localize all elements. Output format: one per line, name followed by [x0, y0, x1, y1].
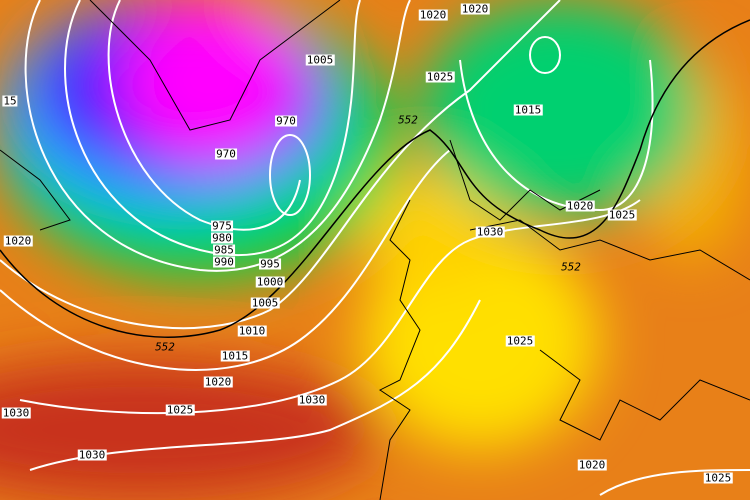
isobar-label: 1000 [255, 275, 285, 289]
isobar-label: 1025 [607, 208, 637, 222]
isobar-label: 1005 [305, 53, 335, 67]
isobar-label: 1025 [425, 70, 455, 84]
height-label: 552 [398, 113, 418, 127]
isobar-label: 1020 [460, 2, 490, 16]
isobar-label: 1025 [165, 403, 195, 417]
isobar-label: 1020 [203, 375, 233, 389]
isobar-label: 985 [213, 243, 235, 257]
isobar-label: 1020 [3, 234, 33, 248]
isobar-label: 1030 [475, 225, 505, 239]
isobar-label: 1015 [220, 349, 250, 363]
isobar-label: 1010 [237, 324, 267, 338]
isobar-label: 1020 [577, 458, 607, 472]
isobar-label: 1005 [250, 296, 280, 310]
isobar-label: 1025 [505, 334, 535, 348]
isobar-label: 1015 [513, 103, 543, 117]
isobar-label: 990 [213, 255, 235, 269]
height-label: 552 [561, 260, 581, 274]
isobar-label: 1020 [418, 8, 448, 22]
isobar-label: 1030 [297, 393, 327, 407]
isobar-label: 1030 [1, 406, 31, 420]
isobar-label: 970 [275, 114, 297, 128]
isobar-label: 1030 [77, 448, 107, 462]
isobar-label: 1020 [565, 199, 595, 213]
height-label: 552 [155, 340, 175, 354]
552-height-contour [0, 19, 750, 338]
isobar-label: 995 [259, 257, 281, 271]
isobar-label: 970 [215, 147, 237, 161]
isobar-label: 1025 [703, 471, 733, 485]
isobar-label: 15 [2, 94, 18, 108]
isobar-label: 980 [211, 231, 233, 245]
isobar-label: 975 [211, 219, 233, 233]
